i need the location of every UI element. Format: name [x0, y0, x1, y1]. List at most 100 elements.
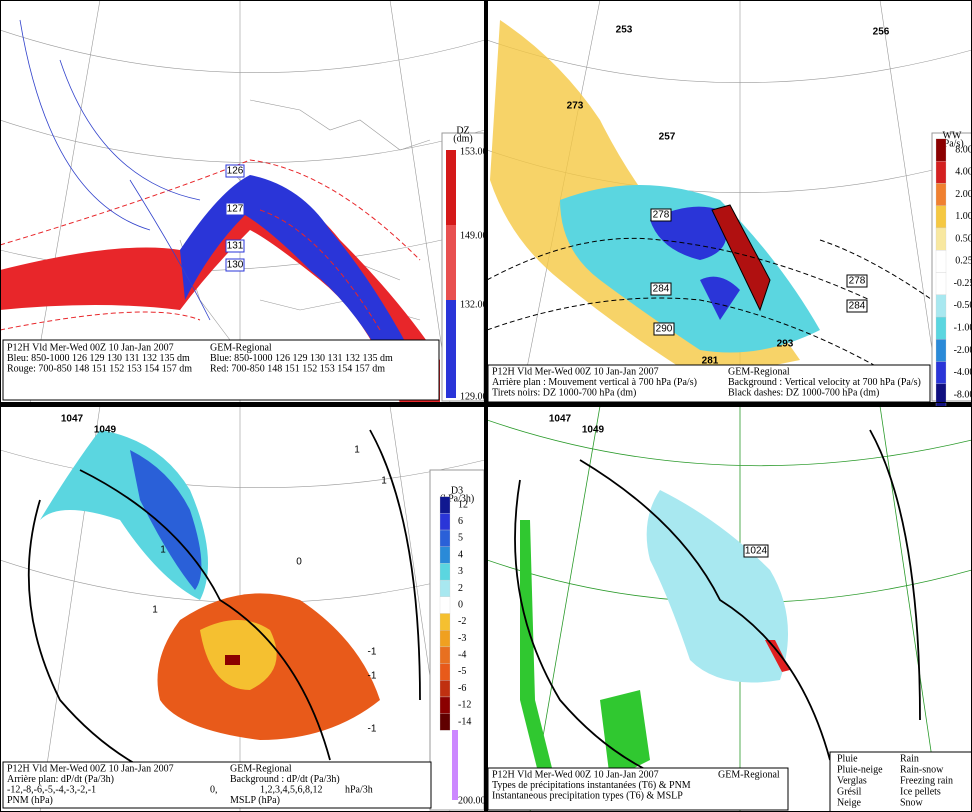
colorbar-swatch — [935, 361, 947, 385]
colorbar-tick-label: 0 — [458, 599, 463, 610]
colorbar-tick-label: -2.00 — [954, 345, 972, 356]
contour-label: 0 — [296, 557, 302, 568]
caption-line: Blue: 850-1000 126 129 130 131 132 135 d… — [210, 353, 393, 364]
colorbar-tick-label: 8.00 — [955, 144, 972, 155]
colorbar-swatch — [439, 630, 451, 648]
colorbar-swatch — [935, 294, 947, 318]
label-box — [225, 258, 245, 272]
snow-area — [646, 490, 788, 683]
high-label: 273 — [567, 101, 584, 112]
colorbar-tick-label: -12 — [458, 700, 471, 711]
legend-entry: Freezing rain — [900, 775, 953, 786]
negative-area — [560, 185, 820, 353]
caption-line: Background : Vertical velocity at 700 hP… — [728, 377, 921, 388]
caption-line: Tirets noirs: DZ 1000-700 hPa (dm) — [492, 387, 636, 398]
freezing-rain-area — [765, 640, 790, 672]
contour-label: 130 — [227, 260, 244, 271]
caption-scale: 1,2,3,4,5,6,8,12 — [260, 784, 323, 795]
contour-label: 281 — [702, 356, 719, 367]
contour-label: -1 — [368, 647, 377, 658]
colorbar-tick-label: -5 — [458, 666, 466, 677]
colorbar-tick-label: 12 — [458, 499, 468, 510]
rain-area — [520, 520, 650, 800]
caption-model: GEM-Regional — [718, 769, 780, 780]
colorbar-swatch — [452, 730, 458, 800]
colorbar-swatch — [935, 339, 947, 362]
legend-entry: Pluie-neige — [837, 764, 883, 775]
colorbar-tick-label: -4 — [458, 650, 466, 661]
caption-line: Bleu: 850-1000 126 129 130 131 132 135 d… — [7, 353, 190, 364]
caption-scale: hPa/3h — [345, 784, 373, 795]
colorbar-swatch — [935, 272, 947, 295]
contour-label: 284 — [849, 301, 866, 312]
colorbar-swatch — [446, 150, 456, 225]
colorbar-title: D3 — [451, 485, 463, 496]
caption-line: Types de précipitations instantanées (T6… — [492, 780, 691, 791]
legend-entry: Rain-snow — [900, 764, 944, 775]
label-box — [225, 239, 245, 253]
low-label: 253 — [616, 25, 633, 36]
contour-label: 1024 — [745, 546, 768, 557]
contour-label: 278 — [653, 210, 670, 221]
contour-label: 126 — [227, 166, 244, 177]
contour-label: -1 — [368, 724, 377, 735]
colorbar-swatch — [446, 225, 456, 300]
rise-area — [40, 430, 208, 600]
contour-label: 293 — [777, 339, 794, 350]
colorbar-swatch — [439, 496, 451, 514]
colorbar-title: WW — [943, 130, 962, 141]
colorbar-swatch — [935, 160, 947, 184]
high-label: 1047 — [549, 414, 572, 425]
colorbar-tick-label: -8.00 — [954, 389, 972, 400]
colorbar-tick-label: 2.00 — [955, 189, 972, 200]
legend-entry: Snow — [900, 797, 924, 808]
caption-model: GEM-Regional — [210, 342, 272, 353]
colorbar-tick-label: -6 — [458, 683, 466, 694]
caption-box — [2, 339, 440, 401]
colorbar-tick-label: -1.00 — [954, 322, 972, 333]
colorbar-swatch — [439, 579, 451, 597]
colorbar-swatch — [439, 663, 451, 681]
colorbar-tick-label: 153.00 — [460, 146, 488, 157]
legend-entry: Rain — [900, 753, 919, 764]
colorbar-swatch — [439, 713, 451, 731]
panel-dpdt: 1047 1049 1 1 1 0 1 -1 -1 -1 — [0, 406, 485, 812]
strong-positive — [711, 204, 771, 312]
label-box — [650, 208, 672, 222]
colorbar-swatch — [439, 596, 451, 614]
red-dashes — [0, 159, 421, 331]
colorbar-tick-label: -0.50 — [954, 300, 972, 311]
colorbar-swatch — [439, 529, 451, 547]
caption-title: P12H Vld Mer-Wed 00Z 10 Jan-Jan 2007 — [7, 763, 174, 774]
colorbar-tick-label: 3 — [458, 566, 463, 577]
caption-line: Instantaneous precipitation types (T6) &… — [492, 790, 683, 801]
high-label: 1049 — [94, 425, 117, 436]
label-box — [846, 299, 868, 313]
caption-line: Arrière plan : Mouvement vertical à 700 … — [492, 377, 697, 388]
contour-labels: 1047 1049 1 1 1 0 1 -1 -1 -1 — [61, 414, 387, 735]
contour-labels: 126 127 131 130 — [225, 164, 245, 272]
caption-scale: -12,-8,-6,-5,-4,-3,-2,-1 — [7, 784, 96, 795]
contour-label: 290 — [656, 324, 673, 335]
colorbar-tick-label: 129.00 — [460, 391, 488, 402]
contour-label: 284 — [653, 284, 670, 295]
contour-label: -1 — [368, 671, 377, 682]
colorbar-tick-label: -14 — [458, 716, 471, 727]
caption-line: Black dashes: DZ 1000-700 hPa (dm) — [728, 387, 879, 398]
caption-units: MSLP (hPa) — [230, 795, 280, 806]
blue-contours — [19, 19, 211, 321]
contour-label: 1 — [354, 445, 360, 456]
panel-dz: 126 127 131 130 — [0, 0, 485, 403]
panel-border — [0, 0, 485, 403]
colorbar-swatch — [439, 696, 451, 714]
colorbar-swatch — [935, 227, 947, 251]
colorbar-tick-label: 4 — [458, 549, 463, 560]
caption-box — [487, 364, 931, 403]
contour-label: 1 — [160, 545, 166, 556]
colorbar-tick-label: 200.00 — [458, 795, 486, 806]
colorbar-swatch — [935, 250, 947, 273]
colorbar-tick-label: 0.50 — [955, 233, 972, 244]
label-box — [743, 544, 769, 558]
label-box — [650, 282, 672, 296]
